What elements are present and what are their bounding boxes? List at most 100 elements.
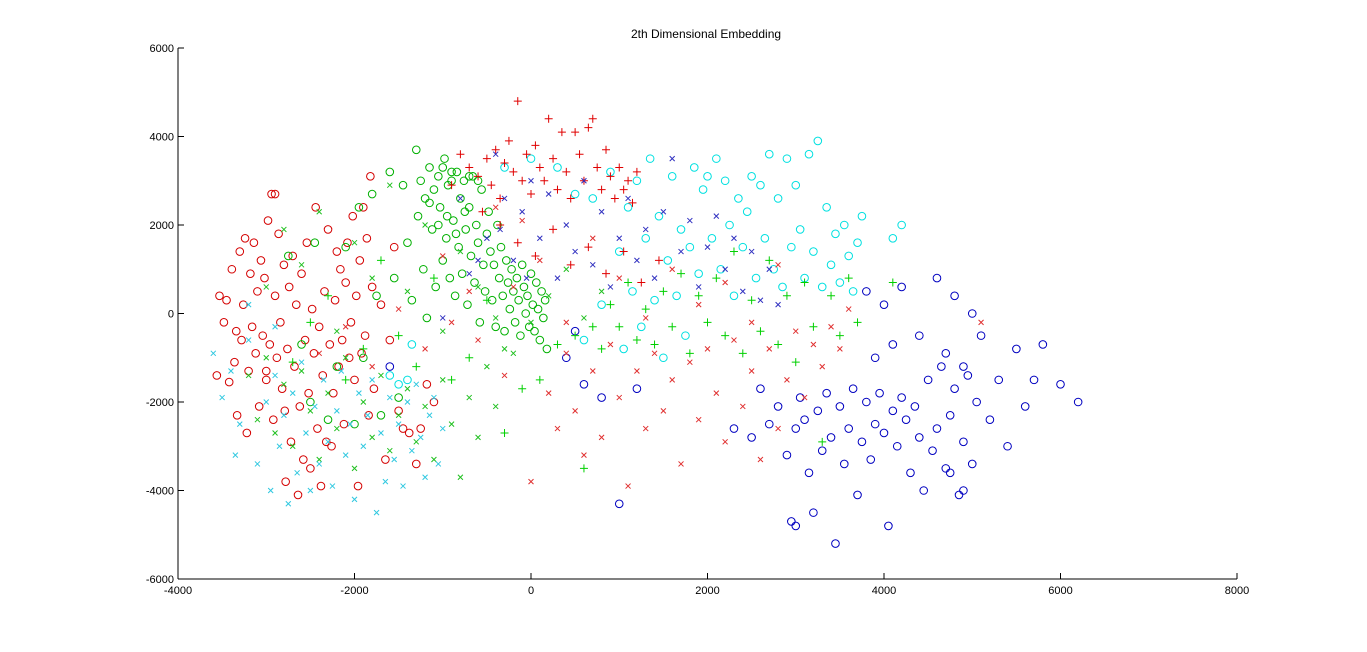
data-point (473, 238, 483, 247)
data-point (579, 335, 589, 345)
data-point (888, 340, 898, 349)
data-point (542, 344, 552, 354)
data-point (619, 344, 628, 354)
data-point (298, 368, 305, 374)
data-point (597, 393, 606, 402)
data-point (826, 433, 836, 442)
data-point (351, 291, 361, 301)
data-point (219, 394, 225, 401)
data-point (725, 220, 734, 230)
x-tick-label: -2000 (340, 585, 368, 597)
data-point (431, 456, 437, 463)
data-point (492, 204, 499, 211)
data-point (274, 229, 283, 239)
data-point (685, 349, 694, 358)
data-point (619, 185, 628, 194)
data-point (589, 235, 596, 242)
data-point (263, 216, 273, 225)
data-point (553, 340, 562, 349)
data-point (695, 284, 702, 290)
data-point (809, 322, 818, 331)
data-point (367, 189, 377, 199)
data-point (528, 319, 534, 326)
data-point (435, 203, 445, 212)
data-point (263, 399, 270, 405)
data-point (773, 194, 783, 203)
data-point (795, 225, 805, 234)
data-point (464, 203, 474, 212)
data-point (333, 328, 340, 335)
data-point (464, 172, 474, 181)
data-point (959, 362, 968, 371)
data-point (419, 264, 428, 274)
data-point (579, 464, 588, 473)
data-point (240, 233, 250, 243)
data-point (819, 363, 826, 370)
data-point (528, 300, 538, 309)
data-point (888, 406, 898, 416)
data-point (407, 340, 417, 349)
data-point (478, 207, 487, 216)
data-point (438, 163, 448, 172)
data-point (549, 225, 558, 234)
data-point (369, 275, 376, 281)
data-point (695, 301, 702, 308)
data-point (360, 443, 367, 450)
data-point (756, 384, 765, 394)
data-point (972, 397, 981, 407)
data-point (945, 468, 955, 478)
data-point (862, 287, 871, 296)
data-point (624, 176, 633, 185)
data-point (848, 384, 858, 394)
data-point (623, 203, 633, 212)
data-point (477, 185, 486, 194)
data-point (320, 377, 327, 383)
data-point (813, 136, 823, 146)
data-point (486, 247, 495, 256)
data-point (425, 163, 434, 172)
data-point (359, 353, 368, 363)
data-point (775, 301, 781, 308)
data-point (545, 390, 552, 397)
data-point (632, 336, 641, 345)
data-point (439, 315, 446, 321)
data-point (385, 167, 395, 177)
data-point (346, 318, 356, 327)
data-point (669, 377, 676, 383)
data-point (651, 275, 658, 281)
data-point (518, 176, 527, 185)
data-point (668, 322, 677, 331)
data-point (456, 150, 465, 159)
data-point (284, 251, 293, 261)
data-point (395, 306, 402, 312)
data-point (695, 416, 702, 423)
data-point (479, 260, 488, 270)
data-point (475, 337, 481, 343)
data-point (809, 247, 818, 256)
series-9 (210, 301, 446, 516)
data-point (566, 260, 575, 269)
data-point (915, 433, 924, 442)
data-point (332, 247, 342, 256)
data-point (722, 279, 729, 286)
data-point (230, 357, 239, 367)
data-point (994, 375, 1004, 385)
data-point (747, 433, 756, 442)
data-marks (210, 97, 1083, 548)
data-point (404, 428, 414, 438)
data-point (325, 390, 331, 397)
data-point (247, 322, 257, 332)
data-point (853, 238, 862, 247)
data-point (598, 208, 605, 215)
data-point (441, 233, 451, 243)
data-point (597, 300, 606, 309)
series-8 (245, 182, 605, 481)
data-point (389, 242, 399, 252)
data-point (351, 496, 358, 503)
data-point (589, 261, 596, 268)
data-point (563, 350, 570, 357)
data-point (853, 490, 862, 500)
data-point (316, 350, 323, 357)
data-point (242, 428, 252, 438)
